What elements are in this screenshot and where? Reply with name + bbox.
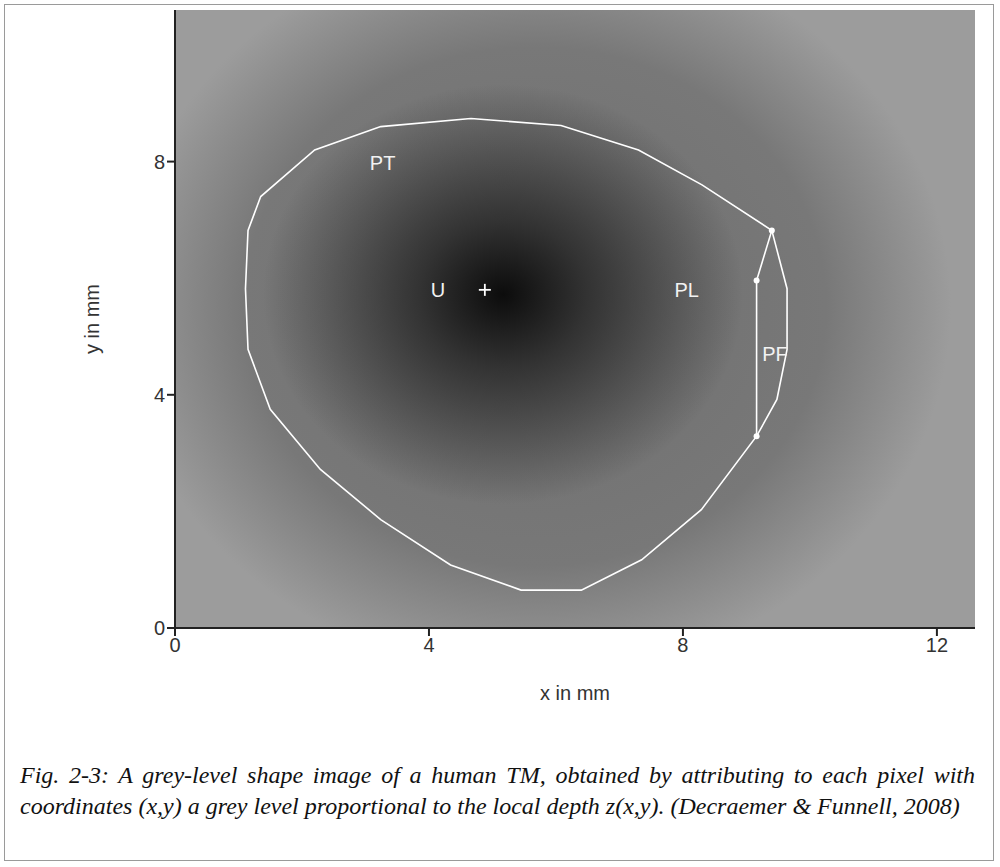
svg-text:8: 8 [154, 151, 165, 173]
svg-text:PF: PF [762, 343, 788, 365]
svg-text:x in mm: x in mm [540, 682, 610, 704]
svg-text:U: U [431, 279, 445, 301]
html-text:Fig. 2-3: A grey-level shape i: Fig. 2-3: A grey-level shape image of a … [20, 762, 975, 819]
svg-text:0: 0 [169, 634, 180, 656]
svg-text:4: 4 [423, 634, 434, 656]
svg-text:0: 0 [154, 617, 165, 639]
svg-text:PT: PT [370, 152, 396, 174]
svg-text:8: 8 [677, 634, 688, 656]
svg-text:4: 4 [154, 384, 165, 406]
svg-text:12: 12 [926, 634, 948, 656]
svg-text:y in mm: y in mm [81, 284, 103, 354]
svg-text:PL: PL [675, 279, 699, 301]
